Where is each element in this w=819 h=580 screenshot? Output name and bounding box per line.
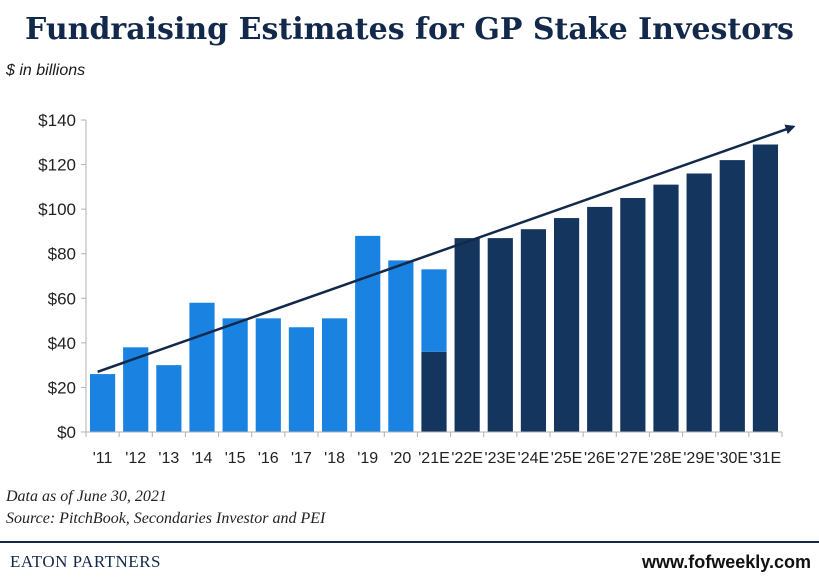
bar-dark	[421, 351, 447, 432]
y-tick-label: $120	[38, 156, 76, 175]
bar-dark	[553, 218, 580, 432]
x-tick-label: '28E	[650, 450, 682, 467]
bar-light	[421, 269, 447, 352]
bar-light	[255, 318, 281, 432]
bar-dark	[587, 206, 613, 432]
bar-dark	[653, 184, 679, 432]
y-tick-label: $40	[48, 334, 76, 353]
bar-dark	[620, 198, 646, 432]
x-tick-label: '23E	[485, 450, 517, 467]
bar-light	[355, 235, 381, 432]
x-tick-label: '15	[225, 450, 246, 467]
x-tick-label: '16	[258, 450, 279, 467]
bar-dark	[520, 229, 547, 432]
y-axis: $0 $20 $40 $60 $80 $100 $120 $140	[38, 111, 87, 442]
x-tick-label: '18	[324, 450, 345, 467]
x-tick-label: '26E	[584, 450, 616, 467]
x-tick-label: '11	[93, 450, 113, 467]
bar-light	[156, 365, 182, 432]
x-tick-label: '19	[357, 450, 378, 467]
x-tick-label: '22E	[451, 450, 483, 467]
data-note: Data as of June 30, 2021	[6, 488, 167, 505]
bars	[89, 144, 779, 432]
bar-light	[89, 374, 116, 432]
x-tick-label: '17	[291, 450, 312, 467]
website-link[interactable]: www.fofweekly.com	[641, 552, 811, 572]
unit-label: $ in billions	[6, 62, 86, 79]
x-tick-label: '31E	[750, 450, 782, 467]
bar-dark	[487, 238, 513, 432]
x-tick-label: '29E	[683, 450, 715, 467]
y-tick-label: $60	[48, 289, 76, 308]
y-tick-label: $20	[48, 378, 76, 397]
brand-label: EATON PARTNERS	[10, 552, 161, 571]
y-tick-label: $80	[48, 245, 76, 264]
x-tick-label: '12	[125, 450, 146, 467]
footer-divider	[0, 541, 819, 543]
x-tick-label: '21E	[418, 450, 450, 467]
x-tick-label: '13	[158, 450, 179, 467]
bar-dark	[752, 144, 779, 432]
x-tick-label: '20	[390, 450, 411, 467]
x-tick-label: '27E	[617, 450, 649, 467]
bar-dark	[686, 173, 712, 432]
bar-light	[222, 318, 248, 432]
y-tick-label: $140	[38, 111, 76, 130]
x-axis: '11'12'13'14'15'16'17'18'19'20'21E '22E '2…	[85, 431, 783, 467]
bar-dark	[454, 238, 480, 432]
trend-arrow-group	[97, 124, 796, 374]
chart-title: Fundraising Estimates for GP Stake Inves…	[25, 12, 794, 47]
x-tick-label: '25E	[551, 450, 583, 467]
bar-light	[388, 260, 414, 432]
bar-light	[288, 327, 315, 432]
bar-light	[189, 302, 215, 432]
x-tick-label: '24E	[518, 450, 550, 467]
trend-arrow	[97, 124, 796, 374]
y-tick-label: $0	[57, 423, 76, 442]
x-tick-label: '30E	[717, 450, 749, 467]
source-note: Source: PitchBook, Secondaries Investor …	[6, 510, 326, 527]
bar-light	[123, 347, 149, 432]
x-tick-label: '14	[192, 450, 213, 467]
bar-chart: $0 $20 $40 $60 $80 $100 $120 $140 '11 '12 '13 '14 '…	[38, 111, 796, 467]
y-tick-label: $100	[38, 200, 76, 219]
bar-dark	[719, 160, 745, 432]
bar-light	[321, 318, 348, 432]
